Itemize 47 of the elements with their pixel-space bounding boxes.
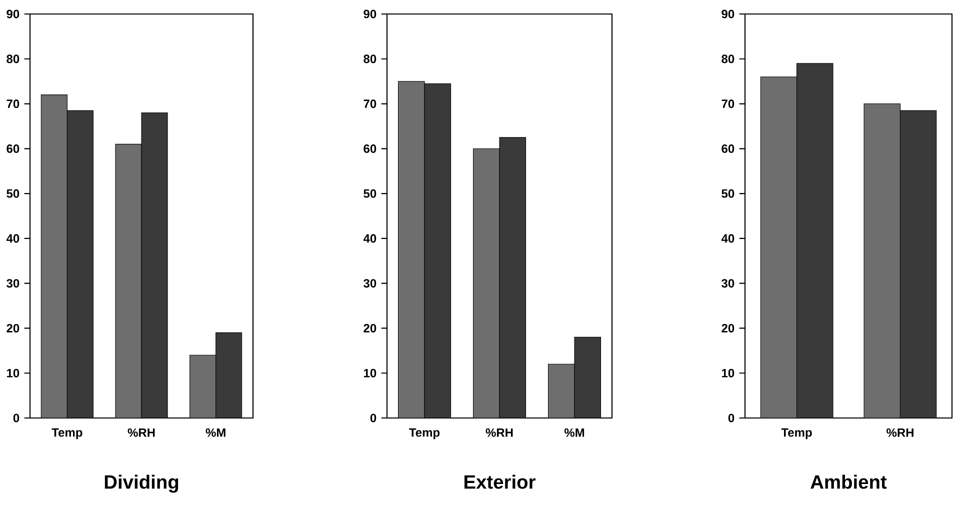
y-tick-label: 10 — [364, 368, 376, 378]
y-tick-label: 90 — [722, 10, 734, 18]
y-tick-label: 20 — [722, 324, 734, 332]
y-tick-label: 30 — [722, 279, 734, 288]
y-tick-label: 50 — [722, 189, 734, 198]
y-tick-label: 90 — [6, 10, 20, 18]
x-tick-label: %RH — [128, 428, 155, 437]
x-tick-label: %M — [564, 428, 584, 437]
text: Ambient — [810, 474, 887, 489]
text: Exterior — [464, 474, 536, 489]
y-tick-label: 50 — [364, 189, 376, 198]
y-tick-label: 60 — [364, 144, 376, 153]
y-tick-label: 50 — [6, 189, 20, 198]
text: Dividing — [104, 474, 178, 493]
bar — [216, 332, 242, 418]
y-tick-label: 60 — [6, 144, 20, 153]
y-tick-label: 70 — [6, 100, 20, 108]
bar — [141, 112, 168, 418]
y-tick-label: 70 — [364, 100, 376, 108]
y-tick-label: 80 — [722, 54, 734, 64]
x-tick-label: %M — [206, 428, 226, 437]
y-tick-label: 80 — [6, 54, 20, 64]
x-tick-label: %RH — [886, 428, 914, 437]
y-tick-label: 40 — [363, 234, 376, 243]
x-tick-label: %RH — [486, 428, 513, 437]
x-tick-label: Temp — [781, 428, 812, 440]
x-tick-label: Temp — [52, 428, 82, 440]
bar — [424, 83, 452, 418]
y-tick-label: 30 — [364, 279, 376, 288]
y-tick-label: 0 — [13, 414, 20, 422]
y-tick-label: 20 — [6, 324, 20, 332]
bar — [66, 110, 94, 418]
x-tick-label: Temp — [409, 428, 440, 440]
y-tick-label: 20 — [364, 324, 376, 332]
y-tick-label: 40 — [721, 234, 734, 243]
y-tick-label: 0 — [370, 414, 376, 422]
y-tick-label: 60 — [722, 144, 734, 153]
y-tick-label: 10 — [7, 368, 20, 378]
bar — [499, 137, 526, 418]
y-tick-label: 40 — [6, 234, 20, 243]
y-tick-label: 70 — [722, 100, 734, 108]
y-tick-label: 10 — [722, 368, 734, 378]
y-tick-label: 0 — [728, 414, 734, 422]
y-tick-label: 80 — [364, 54, 376, 64]
y-tick-label: 90 — [364, 10, 376, 18]
bar — [574, 336, 602, 418]
y-tick-label: 30 — [6, 279, 20, 288]
